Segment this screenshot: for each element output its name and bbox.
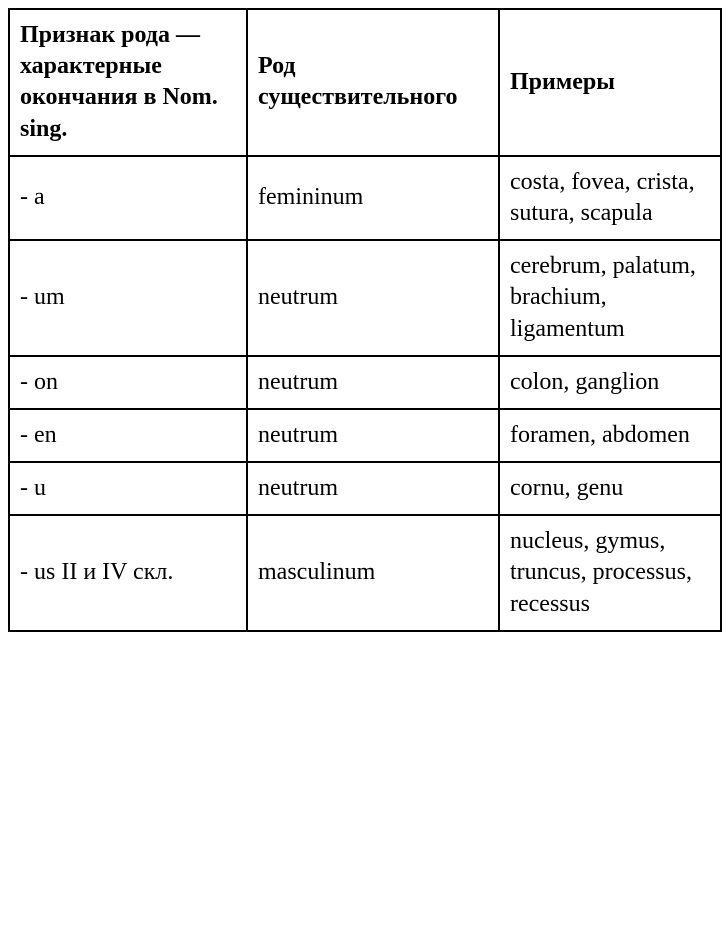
cell-gender: neutrum [247, 240, 499, 356]
cell-gender: neutrum [247, 409, 499, 462]
col-header-ending: Признак рода — характерные окончания в N… [9, 9, 247, 156]
cell-ending: - en [9, 409, 247, 462]
cell-examples: cerebrum, palatum, brachium, ligamentum [499, 240, 721, 356]
cell-examples: foramen, abdomen [499, 409, 721, 462]
table-row: - on neutrum colon, ganglion [9, 356, 721, 409]
cell-ending: - a [9, 156, 247, 240]
cell-gender: femininum [247, 156, 499, 240]
table-row: - a femininum costa, fovea, crista, sutu… [9, 156, 721, 240]
cell-ending: - um [9, 240, 247, 356]
table-header-row: Признак рода — характерные окончания в N… [9, 9, 721, 156]
cell-examples: nucleus, gymus, truncus, processus, rece… [499, 515, 721, 631]
cell-gender: neutrum [247, 356, 499, 409]
col-header-gender: Род существительного [247, 9, 499, 156]
table-row: - um neutrum cerebrum, palatum, brachium… [9, 240, 721, 356]
cell-ending: - u [9, 462, 247, 515]
grammar-table: Признак рода — характерные окончания в N… [8, 8, 722, 632]
cell-gender: neutrum [247, 462, 499, 515]
col-header-examples: Примеры [499, 9, 721, 156]
table-row: - us II и IV скл. masculinum nucleus, gy… [9, 515, 721, 631]
cell-examples: costa, fovea, crista, sutura, scapula [499, 156, 721, 240]
cell-gender: masculinum [247, 515, 499, 631]
cell-examples: colon, ganglion [499, 356, 721, 409]
cell-ending: - us II и IV скл. [9, 515, 247, 631]
cell-ending: - on [9, 356, 247, 409]
table-row: - en neutrum foramen, abdomen [9, 409, 721, 462]
table-row: - u neutrum cornu, genu [9, 462, 721, 515]
cell-examples: cornu, genu [499, 462, 721, 515]
